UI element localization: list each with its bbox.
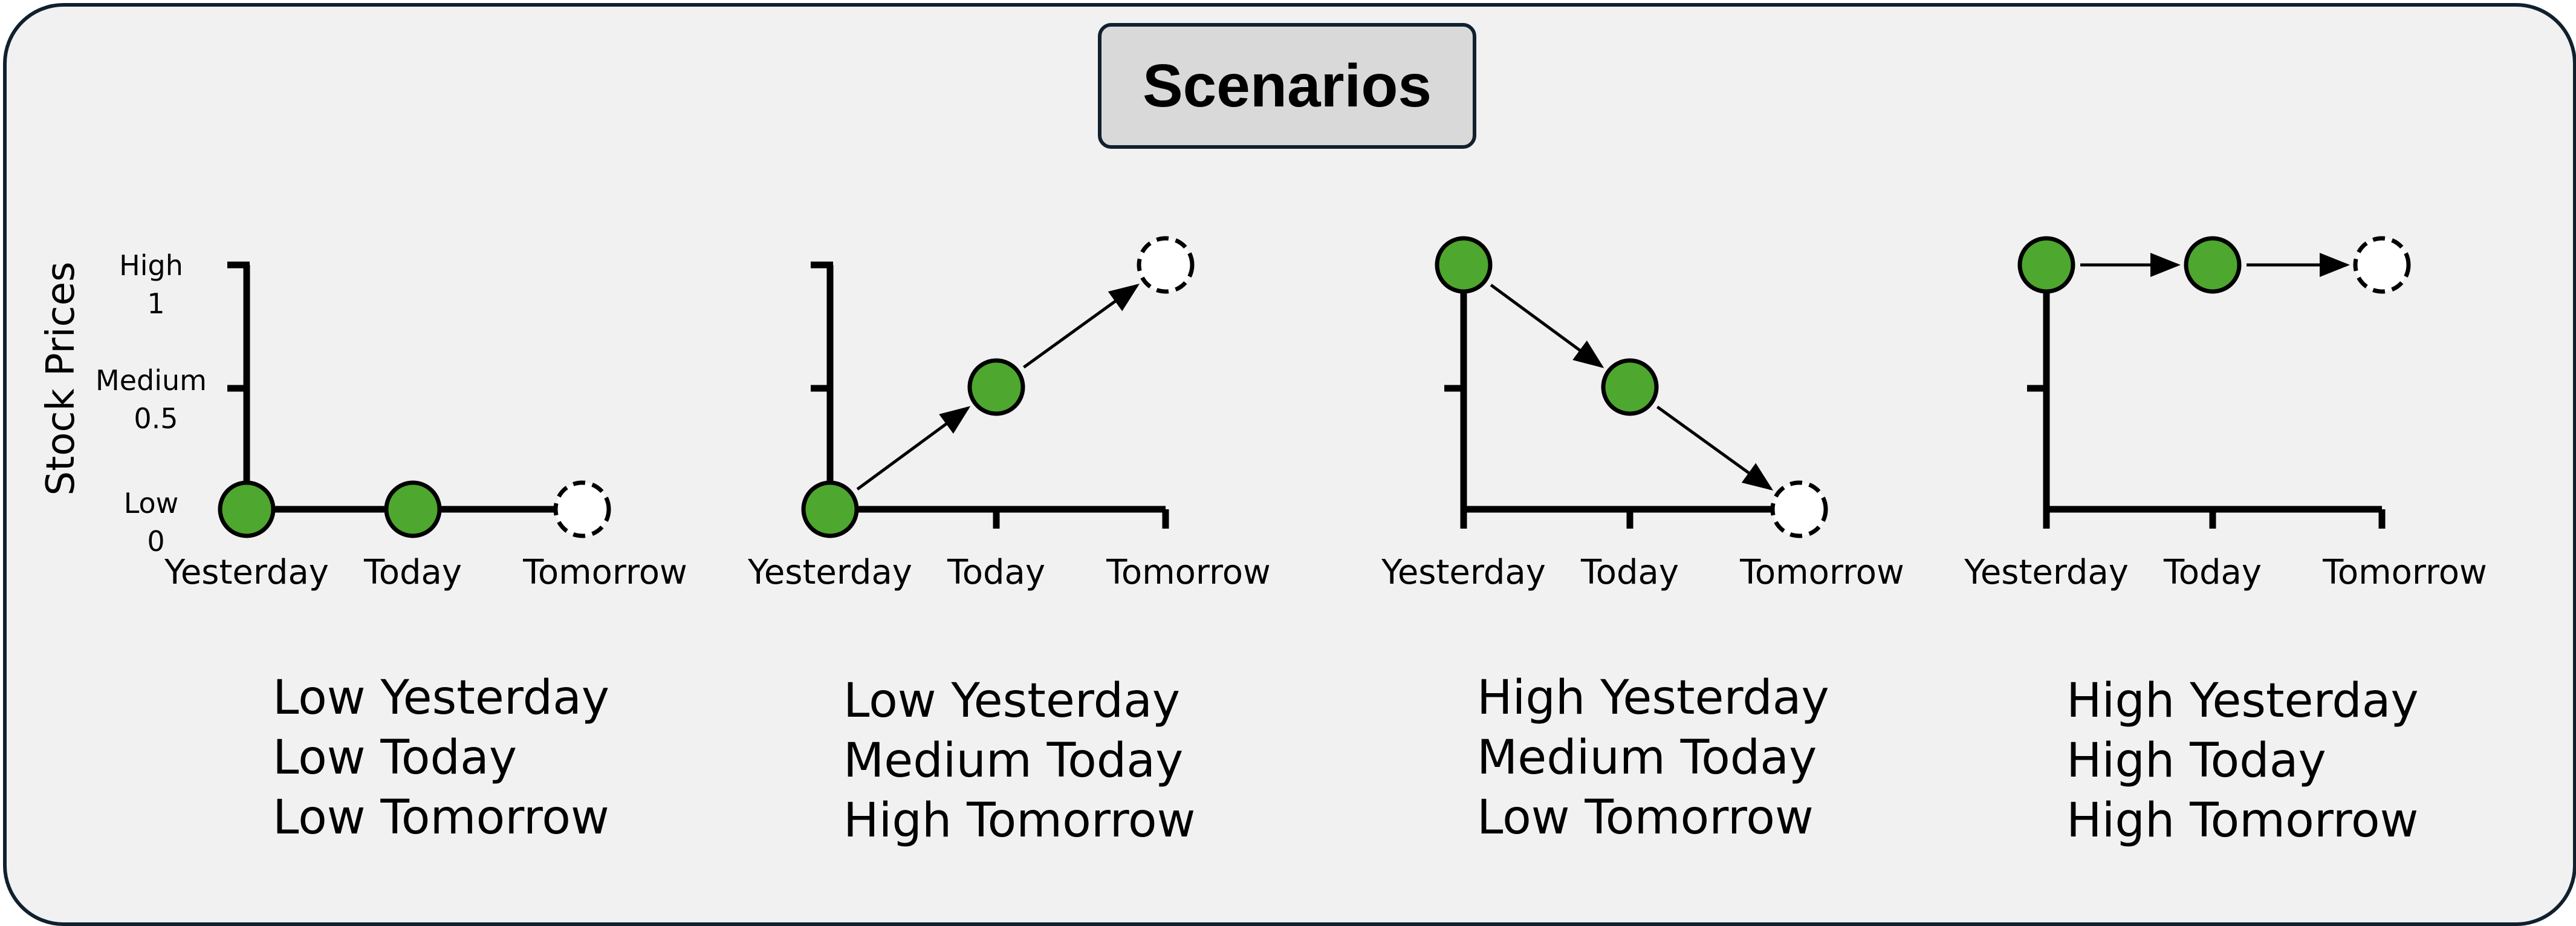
y-tick-value-medium: 0.5 xyxy=(134,402,178,435)
x-label-today: Today xyxy=(947,553,1045,592)
caption-line: Medium Today xyxy=(1477,731,1817,785)
arrow-1 xyxy=(1022,284,1140,369)
point-today xyxy=(967,358,1025,416)
page-title: Scenarios xyxy=(1142,51,1432,120)
arrow-1 xyxy=(1656,405,1774,491)
y-tick-label-medium: Medium xyxy=(96,364,207,397)
point-yesterday xyxy=(218,480,276,538)
y-tick-value-high: 1 xyxy=(147,287,164,320)
x-label-yesterday: Yesterday xyxy=(1381,553,1546,592)
scenario-caption-1: Low Yesterday Low Today Low Tomorrow xyxy=(273,668,609,848)
scenario-chart-2: Yesterday Today Tomorrow xyxy=(747,236,1271,592)
point-today xyxy=(2184,236,2242,294)
x-label-yesterday: Yesterday xyxy=(1964,553,2129,592)
x-label-tomorrow: Tomorrow xyxy=(522,553,687,592)
x-label-today: Today xyxy=(2163,553,2262,592)
caption-line: High Today xyxy=(2066,734,2326,788)
caption-line: Low Yesterday xyxy=(843,674,1181,728)
x-label-yesterday: Yesterday xyxy=(164,553,329,592)
arrow-0 xyxy=(1490,284,1604,368)
y-tick-label-low: Low xyxy=(124,487,179,520)
caption-line: Low Tomorrow xyxy=(1477,791,1814,845)
scenario-chart-3: Yesterday Today Tomorrow xyxy=(1381,236,1904,592)
caption-line: Low Yesterday xyxy=(273,671,610,725)
point-tomorrow-predicted xyxy=(553,480,611,538)
scenario-chart-4: Yesterday Today Tomorrow xyxy=(1964,236,2487,592)
caption-line: Low Tomorrow xyxy=(273,791,609,845)
caption-line: High Yesterday xyxy=(1477,671,1829,725)
x-label-tomorrow: Tomorrow xyxy=(2322,553,2487,592)
arrow-0 xyxy=(856,406,971,491)
caption-line: High Yesterday xyxy=(2066,674,2419,728)
y-tick-label-high: High xyxy=(119,249,183,282)
scenario-caption-4: High Yesterday High Today High Tomorrow xyxy=(2066,671,2419,851)
point-tomorrow-predicted xyxy=(2353,236,2411,294)
caption-line: High Tomorrow xyxy=(2066,794,2419,848)
point-yesterday xyxy=(801,480,859,538)
caption-line: High Tomorrow xyxy=(843,794,1196,848)
x-label-tomorrow: Tomorrow xyxy=(1106,553,1271,592)
caption-line: Medium Today xyxy=(843,734,1184,788)
point-today xyxy=(1601,358,1659,416)
point-tomorrow-predicted xyxy=(1137,236,1195,294)
point-yesterday xyxy=(1435,236,1493,294)
scenario-chart-1: Yesterday Today Tomorrow High 1 Medium 0.5 Low 0 xyxy=(96,249,687,592)
point-today xyxy=(384,480,442,538)
x-label-today: Today xyxy=(1580,553,1679,592)
x-label-yesterday: Yesterday xyxy=(747,553,912,592)
title-box: Scenarios xyxy=(1098,23,1476,149)
x-label-today: Today xyxy=(363,553,462,592)
caption-line: Low Today xyxy=(273,731,517,785)
point-yesterday xyxy=(2017,236,2075,294)
scenario-caption-3: High Yesterday Medium Today Low Tomorrow xyxy=(1477,668,1829,848)
y-tick-value-low: 0 xyxy=(147,525,164,558)
scenario-caption-2: Low Yesterday Medium Today High Tomorrow xyxy=(843,671,1195,851)
y-axis-label: Stock Prices xyxy=(39,262,83,496)
x-label-tomorrow: Tomorrow xyxy=(1739,553,1904,592)
scenarios-panel xyxy=(3,3,2576,926)
point-tomorrow-predicted xyxy=(1770,480,1828,538)
